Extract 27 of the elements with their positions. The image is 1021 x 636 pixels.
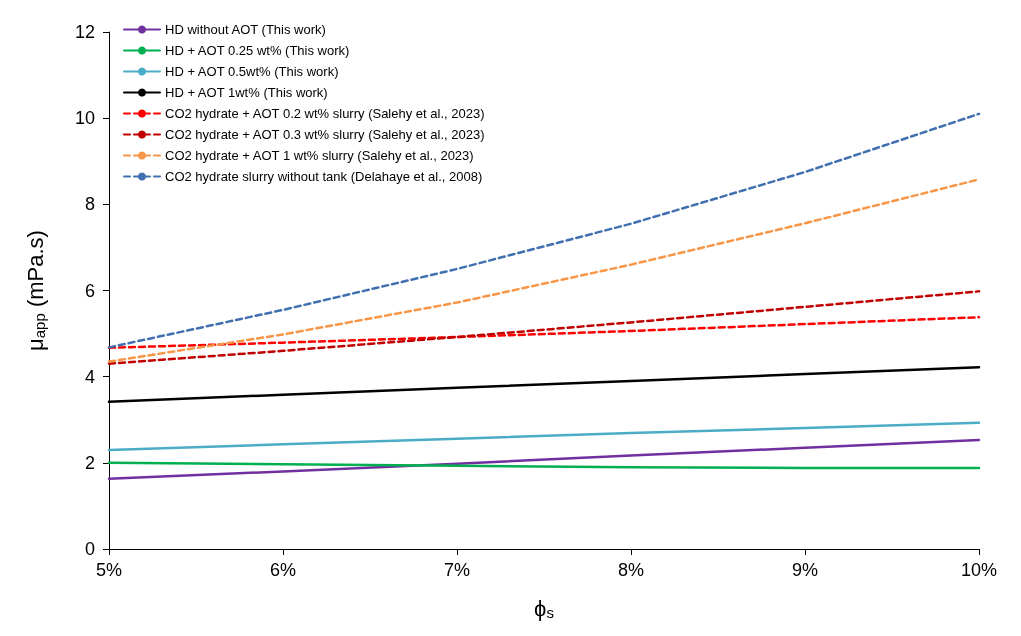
x-tick-label: 8% bbox=[617, 560, 645, 580]
legend-label: CO2 hydrate + AOT 1 wt% slurry (Salehy et al., 2023) bbox=[165, 148, 474, 163]
line-series bbox=[107, 315, 981, 350]
y-tick-label: 2 bbox=[84, 452, 95, 473]
line-series bbox=[107, 421, 981, 452]
legend-label: HD + AOT 1wt% (This work) bbox=[165, 85, 328, 100]
y-tick-label: 10 bbox=[74, 108, 95, 129]
legend-label: CO2 hydrate + AOT 0.2 wt% slurry (Salehy et al., 2023) bbox=[165, 106, 485, 121]
legend-label: HD + AOT 0.25 wt% (This work) bbox=[165, 43, 350, 58]
y-tick-label: 0 bbox=[84, 539, 95, 559]
x-tick-label: 6% bbox=[269, 560, 297, 580]
x-axis-title: ϕs bbox=[534, 596, 554, 621]
x-tick-label: 9% bbox=[791, 560, 819, 580]
x-tick-label: 10% bbox=[960, 560, 998, 580]
legend-label: CO2 hydrate slurry without tank (Delahaye et al., 2008) bbox=[165, 169, 483, 184]
y-axis-title: μapp (mPa.s) bbox=[23, 230, 48, 351]
y-tick-label: 8 bbox=[84, 194, 95, 215]
legend-label: HD without AOT (This work) bbox=[165, 22, 326, 37]
x-tick-label: 5% bbox=[95, 560, 123, 580]
y-tick-label: 12 bbox=[74, 22, 95, 42]
x-tick-label: 7% bbox=[443, 560, 471, 580]
line-series bbox=[107, 438, 981, 481]
y-tick-label: 6 bbox=[84, 280, 95, 301]
legend-label: HD + AOT 0.5wt% (This work) bbox=[165, 64, 339, 79]
line-series bbox=[107, 290, 981, 365]
legend-label: CO2 hydrate + AOT 0.3 wt% slurry (Salehy et al., 2023) bbox=[165, 127, 485, 142]
y-tick-label: 4 bbox=[84, 366, 95, 387]
